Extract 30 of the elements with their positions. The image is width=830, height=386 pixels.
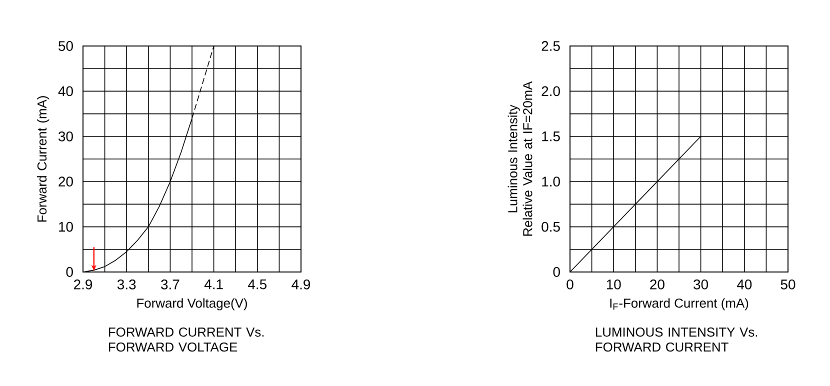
x-tick-label: 10 bbox=[606, 280, 621, 290]
y-tick-label: 10 bbox=[59, 222, 73, 232]
y-tick-label: 1.5 bbox=[542, 132, 560, 142]
y-tick-label: 0 bbox=[553, 267, 560, 277]
x-tick-label: 20 bbox=[650, 280, 664, 290]
y-tick-label: 40 bbox=[58, 86, 73, 96]
x-tick-label: 3.3 bbox=[117, 280, 136, 290]
y-tick-label: 2.0 bbox=[542, 86, 560, 96]
x-tick-label: 30 bbox=[694, 280, 708, 290]
text: LUMINOUS INTENSITY Vs. FORWARD CURRENT bbox=[596, 328, 758, 352]
x-tick-label: 2.9 bbox=[74, 280, 92, 290]
x-axis-title: I$_{F}$-Forward Current (mA) bbox=[610, 298, 748, 310]
x-tick-label: 4.1 bbox=[204, 280, 223, 290]
y-axis-title: Forward Current (mA) bbox=[37, 96, 50, 222]
text: FORWARD CURRENT Vs. FORWARD VOLTAGE bbox=[108, 328, 264, 352]
y-tick-label: 50 bbox=[58, 41, 73, 51]
x-axis-title: Forward Voltage(V) bbox=[137, 298, 247, 310]
x-tick-label: 0 bbox=[566, 280, 574, 290]
y-tick-label: 1.0 bbox=[542, 176, 560, 187]
y-tick-label: 0.5 bbox=[542, 222, 560, 232]
y-tick-label: 20 bbox=[58, 176, 73, 187]
x-tick-label: 40 bbox=[736, 280, 752, 290]
x-tick-label: 3.7 bbox=[161, 280, 180, 290]
y-axis-title: Luminous Intensity Relative Value at IF=20mA bbox=[508, 81, 532, 236]
x-tick-label: 4.9 bbox=[292, 280, 310, 290]
x-tick-label: 4.5 bbox=[248, 280, 267, 290]
y-tick-label: 2.5 bbox=[542, 41, 560, 51]
y-tick-label: 0 bbox=[66, 267, 73, 277]
y-tick-label: 30 bbox=[58, 131, 73, 142]
x-tick-label: 50 bbox=[780, 280, 796, 290]
